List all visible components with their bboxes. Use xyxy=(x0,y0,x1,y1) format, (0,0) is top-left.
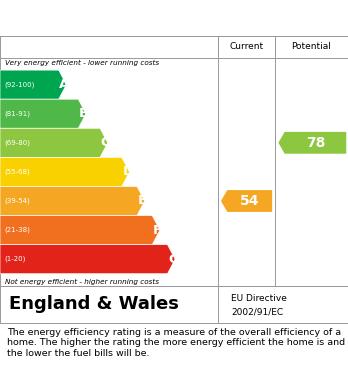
Text: Potential: Potential xyxy=(292,43,331,52)
Text: (81-91): (81-91) xyxy=(4,111,30,117)
Polygon shape xyxy=(0,128,108,157)
Text: England & Wales: England & Wales xyxy=(9,295,179,314)
Bar xyxy=(0,36,218,57)
Polygon shape xyxy=(0,157,129,187)
Text: (69-80): (69-80) xyxy=(4,140,30,146)
Bar xyxy=(218,36,275,57)
Text: Not energy efficient - higher running costs: Not energy efficient - higher running co… xyxy=(5,279,159,285)
Text: Current: Current xyxy=(229,43,263,52)
Text: E: E xyxy=(138,194,147,208)
Polygon shape xyxy=(0,70,66,99)
Text: (39-54): (39-54) xyxy=(4,198,30,204)
Text: B: B xyxy=(79,107,89,120)
Bar xyxy=(275,36,348,57)
Text: G: G xyxy=(168,253,179,265)
Polygon shape xyxy=(0,245,175,274)
Text: EU Directive: EU Directive xyxy=(231,294,287,303)
Text: The energy efficiency rating is a measure of the overall efficiency of a home. T: The energy efficiency rating is a measur… xyxy=(7,328,345,358)
Polygon shape xyxy=(0,99,86,128)
Polygon shape xyxy=(278,132,346,154)
Text: (92-100): (92-100) xyxy=(4,81,34,88)
Polygon shape xyxy=(0,215,160,245)
Text: 54: 54 xyxy=(240,194,260,208)
Text: Energy Efficiency Rating: Energy Efficiency Rating xyxy=(9,9,238,27)
Polygon shape xyxy=(0,187,145,215)
Text: A: A xyxy=(60,78,70,91)
Text: C: C xyxy=(101,136,110,149)
Text: Very energy efficient - lower running costs: Very energy efficient - lower running co… xyxy=(5,59,159,66)
Text: (1-20): (1-20) xyxy=(4,256,25,262)
Text: F: F xyxy=(153,224,162,237)
Text: 2002/91/EC: 2002/91/EC xyxy=(231,308,284,317)
Text: 78: 78 xyxy=(306,136,325,150)
Polygon shape xyxy=(221,190,272,212)
Text: D: D xyxy=(122,165,134,178)
Text: (55-68): (55-68) xyxy=(4,169,30,175)
Text: (21-38): (21-38) xyxy=(4,227,30,233)
